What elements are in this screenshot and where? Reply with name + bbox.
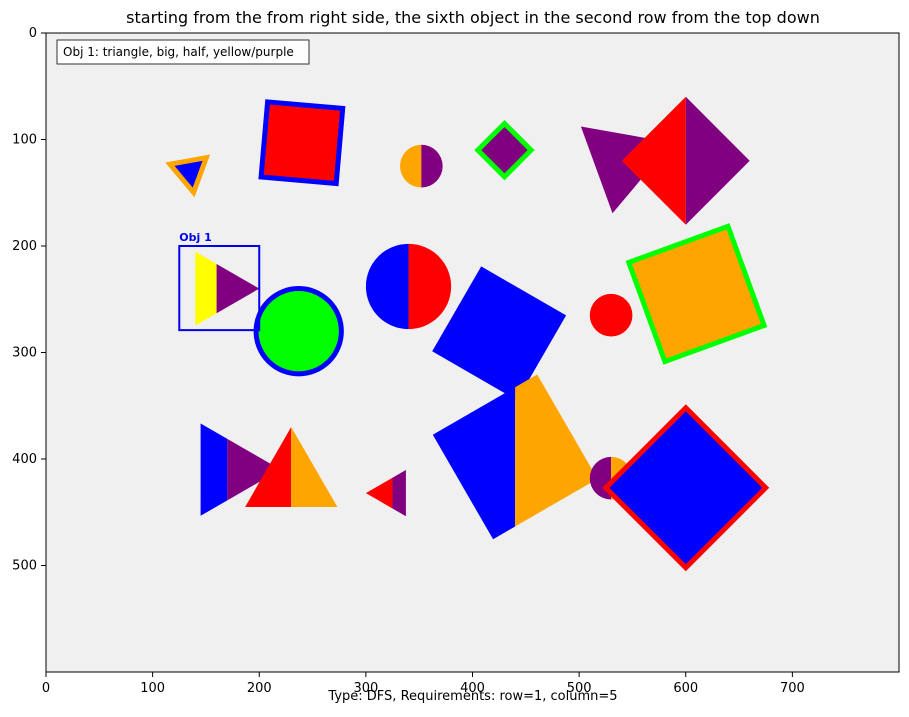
shape-fill-right: [515, 374, 598, 527]
shape-fill-right: [216, 264, 260, 314]
object-square: [432, 266, 567, 401]
shape-fill-left: [365, 243, 409, 330]
object-triangle: [195, 251, 260, 326]
object-square: [625, 223, 768, 365]
shape-outline: [165, 154, 211, 198]
shape-fill: [432, 266, 567, 401]
shape-fill-left: [195, 251, 217, 326]
y-tick-label: 500: [12, 559, 37, 574]
shape-fill: [256, 288, 342, 374]
x-tick-label: 500: [567, 681, 592, 696]
highlight-label: Obj 1: [179, 231, 211, 244]
object-circle: [365, 243, 452, 330]
shape-fill-left: [621, 96, 686, 225]
object-square: [602, 404, 770, 572]
y-tick-label: 100: [12, 133, 37, 148]
shape-fill-right: [421, 144, 443, 188]
shape-fill-right: [291, 427, 338, 507]
shape-fill-left: [432, 387, 516, 540]
shape-outline: [258, 99, 346, 187]
shape-fill: [169, 157, 207, 193]
object-square: [432, 374, 598, 540]
y-tick-label: 300: [12, 346, 37, 361]
legend-text: Obj 1: triangle, big, half, yellow/purpl…: [63, 45, 294, 59]
object-square: [474, 119, 535, 181]
object-triangle: [245, 427, 338, 507]
object-circle: [399, 144, 443, 188]
shape-outline: [253, 286, 344, 377]
x-tick-label: 600: [673, 681, 698, 696]
axes: 0 100 200 300 400 500 600 700 0 100 200 300 400 500: [12, 26, 805, 696]
x-tick-label: 0: [42, 681, 50, 696]
shape-fill-left: [245, 427, 292, 507]
shape-fill-right: [227, 438, 281, 501]
shape-fill: [589, 293, 633, 337]
shape-fill-right: [685, 96, 750, 225]
shape-fill: [628, 226, 765, 362]
x-tick-label: 100: [140, 681, 165, 696]
legend: Obj 1: triangle, big, half, yellow/purpl…: [56, 39, 310, 65]
object-circle: [253, 286, 344, 377]
y-tick-label: 400: [12, 452, 37, 467]
legend-box: [56, 39, 310, 65]
object-square: [258, 99, 346, 187]
x-tick-label: 400: [460, 681, 485, 696]
object-circle: [589, 293, 633, 337]
x-tick-label: 300: [353, 681, 378, 696]
highlight-box: [178, 245, 261, 332]
x-tick-label: 700: [780, 681, 805, 696]
y-tick-label: 0: [29, 26, 37, 41]
x-tick-label: 200: [247, 681, 272, 696]
shape-fill-left: [200, 423, 228, 516]
shape-fill: [261, 101, 343, 184]
chart-title: starting from the from right side, the s…: [126, 8, 820, 27]
object-triangle: [165, 154, 211, 198]
plot-frame: [45, 32, 900, 673]
objects-layer: [165, 96, 770, 572]
object-triangle: [365, 470, 406, 517]
object-square: [621, 96, 750, 225]
shape-outline: [602, 404, 770, 572]
shape-outline: [625, 223, 768, 365]
shape-fill-right: [392, 470, 406, 517]
shape-fill-right: [408, 243, 452, 330]
y-tick-label: 200: [12, 239, 37, 254]
shape-outline: [474, 119, 535, 181]
footer-caption: Type: DFS, Requirements: row=1, column=5: [328, 689, 618, 704]
highlight-layer: Obj 1: [178, 231, 261, 332]
object-triangle: [200, 423, 281, 516]
shape-fill-left: [365, 477, 393, 509]
shape-fill-left: [399, 144, 422, 188]
